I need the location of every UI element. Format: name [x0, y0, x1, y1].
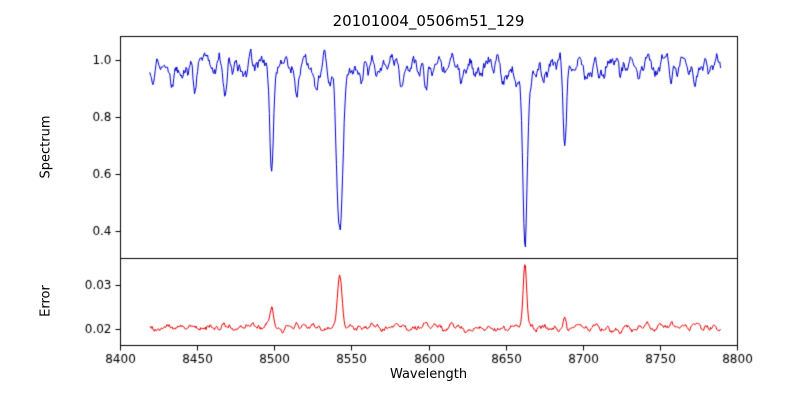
y-axis-label-spectrum: Spectrum [38, 115, 54, 179]
x-axis-label: Wavelength [389, 367, 468, 382]
chart-title: 20101004_0506m51_129 [332, 12, 525, 30]
y-axis-label-error: Error [38, 285, 54, 317]
